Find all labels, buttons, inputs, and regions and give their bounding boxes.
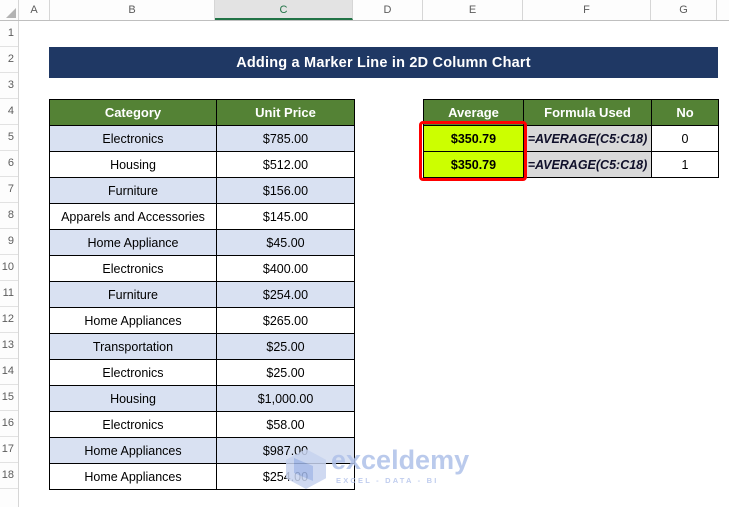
price-cell[interactable]: $145.00 xyxy=(216,203,355,230)
row-header-1[interactable]: 1 xyxy=(0,21,18,47)
column-header-E[interactable]: E xyxy=(423,0,523,20)
table-row: Home Appliance $45.00 xyxy=(49,229,355,256)
formula-cell[interactable]: =AVERAGE(C5:C18) xyxy=(523,125,652,152)
price-cell[interactable]: $265.00 xyxy=(216,307,355,334)
row-header-6[interactable]: 6 xyxy=(0,151,18,177)
column-header-D[interactable]: D xyxy=(353,0,423,20)
average-table-row: $350.79 =AVERAGE(C5:C18) 1 xyxy=(423,151,719,178)
row-header-14[interactable]: 14 xyxy=(0,359,18,385)
table-row: Housing $1,000.00 xyxy=(49,385,355,412)
column-header-C[interactable]: C xyxy=(215,0,353,20)
column-header-B[interactable]: B xyxy=(50,0,215,20)
price-cell[interactable]: $25.00 xyxy=(216,359,355,386)
column-header-G[interactable]: G xyxy=(651,0,717,20)
row-header-7[interactable]: 7 xyxy=(0,177,18,203)
table-row: Home Appliances $254.00 xyxy=(49,463,355,490)
table-row: Transportation $25.00 xyxy=(49,333,355,360)
table-row: Furniture $156.00 xyxy=(49,177,355,204)
price-cell[interactable]: $45.00 xyxy=(216,229,355,256)
row-header-8[interactable]: 8 xyxy=(0,203,18,229)
unit-price-header[interactable]: Unit Price xyxy=(216,99,355,126)
row-header-11[interactable]: 11 xyxy=(0,281,18,307)
category-cell[interactable]: Electronics xyxy=(49,411,217,438)
select-all-corner[interactable] xyxy=(0,0,19,20)
row-header-9[interactable]: 9 xyxy=(0,229,18,255)
no-value-cell[interactable]: 0 xyxy=(651,125,719,152)
row-header-4[interactable]: 4 xyxy=(0,99,18,125)
category-price-table: Category Unit Price Electronics $785.00 Ho… xyxy=(49,99,355,490)
table-row: Electronics $785.00 xyxy=(49,125,355,152)
row-header-strip: 1 2 3 4 5 6 7 8 9 10 11 12 13 14 15 16 17 18 xyxy=(0,21,19,507)
category-cell[interactable]: Home Appliance xyxy=(49,229,217,256)
category-header[interactable]: Category xyxy=(49,99,217,126)
average-value-cell[interactable]: $350.79 xyxy=(423,125,524,152)
row-header-10[interactable]: 10 xyxy=(0,255,18,281)
table-row: Apparels and Accessories $145.00 xyxy=(49,203,355,230)
price-cell[interactable]: $400.00 xyxy=(216,255,355,282)
table-row: Housing $512.00 xyxy=(49,151,355,178)
column-header-F[interactable]: F xyxy=(523,0,651,20)
price-cell[interactable]: $58.00 xyxy=(216,411,355,438)
category-cell[interactable]: Electronics xyxy=(49,255,217,282)
table-row: Furniture $254.00 xyxy=(49,281,355,308)
row-header-17[interactable]: 17 xyxy=(0,437,18,463)
table-row: Electronics $25.00 xyxy=(49,359,355,386)
row-header-15[interactable]: 15 xyxy=(0,385,18,411)
price-cell[interactable]: $156.00 xyxy=(216,177,355,204)
row-header-12[interactable]: 12 xyxy=(0,307,18,333)
formula-cell[interactable]: =AVERAGE(C5:C18) xyxy=(523,151,652,178)
no-value-cell[interactable]: 1 xyxy=(651,151,719,178)
no-header[interactable]: No xyxy=(651,99,719,126)
row-header-13[interactable]: 13 xyxy=(0,333,18,359)
title-banner[interactable]: Adding a Marker Line in 2D Column Chart xyxy=(49,47,718,78)
category-cell[interactable]: Electronics xyxy=(49,125,217,152)
price-cell[interactable]: $25.00 xyxy=(216,333,355,360)
price-cell[interactable]: $785.00 xyxy=(216,125,355,152)
price-cell[interactable]: $512.00 xyxy=(216,151,355,178)
average-table-header-row: Average Formula Used No xyxy=(423,99,719,126)
average-table: Average Formula Used No $350.79 =AVERAGE(… xyxy=(423,99,719,178)
table-row: Home Appliances $987.00 xyxy=(49,437,355,464)
average-header[interactable]: Average xyxy=(423,99,524,126)
price-cell[interactable]: $254.00 xyxy=(216,281,355,308)
row-header-2[interactable]: 2 xyxy=(0,47,18,73)
average-value-cell[interactable]: $350.79 xyxy=(423,151,524,178)
column-header-A[interactable]: A xyxy=(19,0,50,20)
category-cell[interactable]: Transportation xyxy=(49,333,217,360)
category-cell[interactable]: Housing xyxy=(49,151,217,178)
table-row: Electronics $58.00 xyxy=(49,411,355,438)
category-cell[interactable]: Housing xyxy=(49,385,217,412)
formula-used-header[interactable]: Formula Used xyxy=(523,99,652,126)
select-all-triangle-icon xyxy=(6,8,16,18)
table-header-row: Category Unit Price xyxy=(49,99,355,126)
category-cell[interactable]: Apparels and Accessories xyxy=(49,203,217,230)
row-header-16[interactable]: 16 xyxy=(0,411,18,437)
category-cell[interactable]: Furniture xyxy=(49,177,217,204)
category-cell[interactable]: Electronics xyxy=(49,359,217,386)
row-header-3[interactable]: 3 xyxy=(0,73,18,99)
average-table-row: $350.79 =AVERAGE(C5:C18) 0 xyxy=(423,125,719,152)
row-header-5[interactable]: 5 xyxy=(0,125,18,151)
banner-title: Adding a Marker Line in 2D Column Chart xyxy=(236,54,531,71)
row-header-18[interactable]: 18 xyxy=(0,463,18,489)
price-cell[interactable]: $1,000.00 xyxy=(216,385,355,412)
category-cell[interactable]: Furniture xyxy=(49,281,217,308)
table-row: Home Appliances $265.00 xyxy=(49,307,355,334)
price-cell[interactable]: $254.00 xyxy=(216,463,355,490)
category-cell[interactable]: Home Appliances xyxy=(49,463,217,490)
table-row: Electronics $400.00 xyxy=(49,255,355,282)
price-cell[interactable]: $987.00 xyxy=(216,437,355,464)
category-cell[interactable]: Home Appliances xyxy=(49,307,217,334)
category-cell[interactable]: Home Appliances xyxy=(49,437,217,464)
column-header-filler xyxy=(717,0,729,20)
